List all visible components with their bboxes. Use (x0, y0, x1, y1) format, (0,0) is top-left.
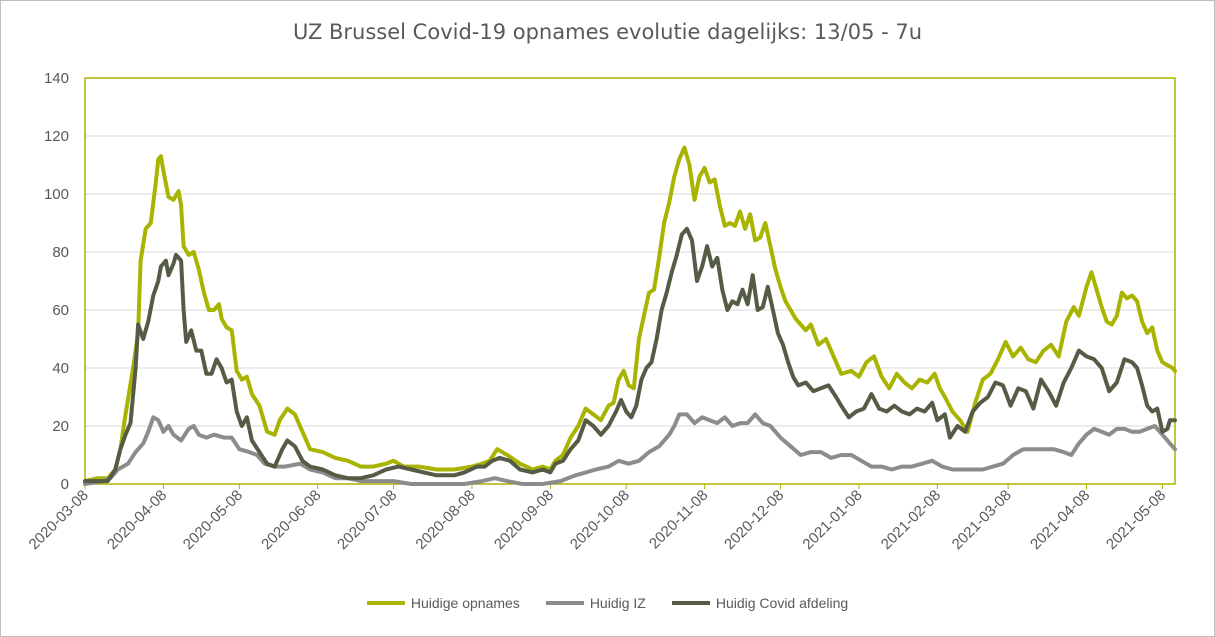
legend: Huidige opnames Huidig IZ Huidig Covid afd… (0, 595, 1215, 611)
legend-label: Huidige opnames (410, 595, 520, 611)
x-tick-label: 2021-02-08 (878, 487, 944, 553)
x-tick-label: 2020-10-08 (567, 487, 633, 553)
series-lines (83, 145, 1177, 486)
x-tick-label: 2021-04-08 (1027, 487, 1093, 553)
x-tick-label: 2020-06-08 (258, 487, 324, 553)
legend-swatch (671, 601, 710, 605)
gridlines (85, 135, 1175, 427)
legend-label: Huidig Covid afdeling (715, 595, 849, 611)
chart-title: UZ Brussel Covid-19 opnames evolutie dag… (292, 20, 923, 44)
x-axis-ticks: 2020-03-08 2020-04-08 2020-05-08 2020-06-08… (26, 484, 1169, 553)
series-line-1 (83, 145, 1177, 484)
legend-swatch (545, 601, 584, 605)
x-tick-label: 2021-03-08 (949, 487, 1015, 553)
y-tick-label: 0 (61, 476, 69, 493)
series-line-2 (83, 412, 1177, 486)
y-tick-label: 80 (52, 244, 69, 261)
series-line-3 (83, 226, 1177, 484)
y-tick-label: 20 (52, 418, 69, 435)
x-tick-label: 2020-07-08 (334, 487, 400, 553)
x-tick-label: 2020-05-08 (180, 487, 246, 553)
y-axis-ticks: 0 20 40 60 80 100 120 140 (44, 70, 69, 493)
y-tick-label: 120 (44, 128, 69, 145)
x-tick-label: 2020-04-08 (104, 487, 170, 553)
y-tick-label: 100 (44, 186, 69, 203)
x-tick-label: 2021-01-08 (799, 487, 865, 553)
y-tick-label: 60 (52, 302, 69, 319)
legend-item: Huidige opnames (366, 595, 520, 611)
x-tick-label: 2020-03-08 (26, 487, 92, 553)
legend-label: Huidig IZ (589, 595, 646, 611)
x-tick-label: 2020-08-08 (412, 487, 478, 553)
x-tick-label: 2020-12-08 (721, 487, 787, 553)
x-tick-label: 2021-05-08 (1103, 487, 1169, 553)
y-tick-label: 40 (52, 360, 69, 377)
legend-swatch (366, 601, 405, 605)
legend-item: Huidig Covid afdeling (671, 595, 849, 611)
legend-item: Huidig IZ (545, 595, 646, 611)
x-tick-label: 2020-11-08 (646, 487, 711, 552)
x-tick-label: 2020-09-08 (491, 487, 557, 553)
y-tick-label: 140 (44, 70, 69, 87)
plot-area-border (84, 77, 1176, 485)
